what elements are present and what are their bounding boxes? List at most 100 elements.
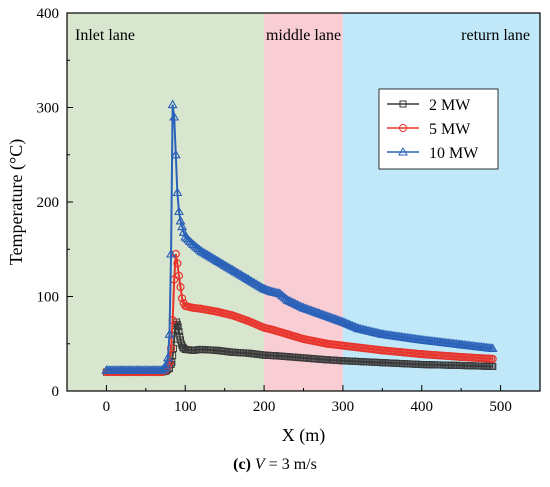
- data-point: [330, 314, 340, 323]
- data-point: [133, 365, 143, 374]
- data-point: [227, 265, 238, 274]
- data-point: [172, 187, 183, 197]
- region-2: [342, 13, 540, 391]
- region-0: [67, 13, 265, 391]
- data-point: [167, 99, 178, 109]
- data-point: [267, 325, 276, 334]
- region-label-1: middle lane: [266, 27, 341, 44]
- data-point: [323, 356, 331, 364]
- region-label-2: return lane: [461, 27, 530, 44]
- data-point: [186, 238, 197, 247]
- data-point: [489, 362, 497, 370]
- data-point: [101, 365, 112, 374]
- x-tick-label: 400: [411, 399, 434, 415]
- data-point: [260, 323, 269, 332]
- data-point: [417, 350, 426, 359]
- series-2: [101, 99, 498, 374]
- y-tick-label: 0: [52, 384, 60, 400]
- y-tick-label: 200: [37, 195, 60, 211]
- data-point: [278, 291, 288, 300]
- data-point: [243, 274, 254, 283]
- data-point: [197, 345, 205, 353]
- legend-entry: 10 MW: [429, 145, 479, 162]
- data-point: [169, 111, 180, 121]
- legend-entry: 5 MW: [429, 121, 471, 138]
- data-point: [377, 329, 388, 338]
- data-point: [174, 271, 183, 280]
- data-point: [173, 259, 182, 268]
- y-axis: 0 100 200 300 400: [37, 6, 73, 400]
- data-point: [338, 341, 347, 350]
- data-point: [170, 149, 181, 159]
- data-point: [181, 233, 192, 242]
- data-point: [179, 344, 187, 352]
- data-point: [175, 327, 183, 335]
- data-point: [259, 283, 269, 293]
- data-point: [276, 352, 284, 360]
- data-point: [416, 334, 427, 344]
- figure-caption: (c) V = 3 m/s: [0, 456, 550, 474]
- data-point: [189, 346, 197, 354]
- data-point: [188, 239, 198, 249]
- data-point: [117, 365, 128, 374]
- legend-box: [378, 88, 499, 170]
- data-point: [276, 289, 287, 299]
- data-point: [283, 330, 292, 339]
- x-axis-label: X (m): [282, 425, 326, 446]
- data-point: [274, 288, 285, 298]
- caption-variable: V: [254, 456, 265, 473]
- data-point: [487, 343, 498, 352]
- data-point: [158, 364, 169, 373]
- data-point: [457, 361, 465, 369]
- data-point: [173, 318, 181, 326]
- data-point: [161, 359, 172, 368]
- data-point: [338, 317, 348, 326]
- data-point: [211, 255, 222, 265]
- data-point: [282, 295, 293, 304]
- data-point: [212, 307, 221, 316]
- data-point: [260, 351, 268, 359]
- data-point: [174, 323, 182, 331]
- data-point: [298, 302, 309, 312]
- region-label-0: Inlet lane: [75, 27, 135, 44]
- caption-rest: = 3 m/s: [264, 456, 317, 473]
- data-point: [189, 303, 198, 312]
- data-point: [196, 246, 206, 255]
- data-point: [418, 361, 426, 369]
- legend-swatch-marker: [398, 146, 408, 156]
- caption-letter: (c): [233, 456, 251, 473]
- data-point: [178, 294, 187, 303]
- data-point: [378, 359, 386, 367]
- data-point: [173, 320, 181, 328]
- data-point: [181, 345, 189, 353]
- series-layer: [101, 99, 498, 377]
- data-point: [213, 346, 221, 354]
- data-point: [353, 323, 364, 333]
- legend-swatch-marker: [399, 100, 407, 108]
- data-point: [177, 340, 185, 348]
- data-point: [174, 206, 184, 215]
- data-point: [148, 365, 159, 374]
- data-point: [185, 236, 195, 246]
- data-point: [457, 352, 466, 361]
- data-point: [323, 339, 332, 348]
- data-point: [299, 335, 308, 344]
- data-point: [175, 215, 186, 225]
- data-point: [300, 354, 307, 362]
- data-point: [163, 352, 173, 362]
- data-point: [181, 301, 190, 310]
- y-tick-label: 100: [37, 290, 60, 306]
- data-point: [488, 354, 497, 363]
- y-tick-label: 300: [37, 101, 60, 117]
- data-point: [228, 311, 237, 320]
- legend: 2 MW 5 MW 10 MW: [378, 88, 499, 170]
- data-point: [378, 346, 387, 355]
- x-tick-label: 0: [103, 399, 111, 415]
- data-point: [176, 283, 185, 292]
- lane-regions: Inlet lane middle lane return lane: [67, 13, 540, 391]
- x-tick-label: 500: [489, 399, 512, 415]
- data-point: [314, 308, 325, 318]
- data-point: [244, 317, 253, 326]
- data-point: [189, 240, 200, 250]
